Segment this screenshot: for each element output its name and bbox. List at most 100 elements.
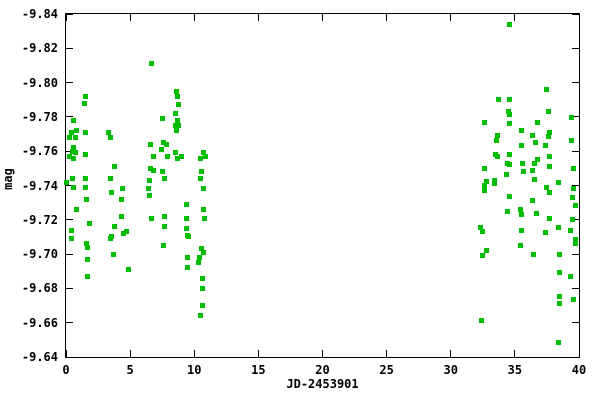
- y-tick: [66, 185, 73, 186]
- data-point: [82, 93, 88, 99]
- data-point: [573, 241, 579, 247]
- x-tick: [578, 350, 580, 357]
- y-tick-right: [572, 219, 579, 221]
- data-point: [202, 215, 207, 221]
- data-point: [84, 256, 90, 262]
- y-tick-right: [572, 322, 579, 324]
- data-point: [195, 260, 201, 266]
- data-point: [69, 227, 75, 233]
- data-point: [119, 186, 125, 192]
- data-point: [84, 196, 90, 202]
- y-tick: [66, 287, 73, 289]
- x-tick: [514, 350, 516, 357]
- data-point: [200, 150, 206, 156]
- data-point: [544, 86, 550, 92]
- data-point: [530, 251, 536, 257]
- data-point: [518, 128, 524, 134]
- y-tick-right: [572, 287, 579, 289]
- data-point: [556, 251, 562, 257]
- data-point: [507, 21, 513, 27]
- data-point: [555, 179, 561, 185]
- data-point: [199, 246, 205, 252]
- data-point: [506, 162, 512, 168]
- data-point: [568, 273, 574, 279]
- data-point: [185, 255, 191, 261]
- data-point: [107, 134, 113, 140]
- data-point: [567, 228, 573, 234]
- x-tick-top: [193, 14, 195, 21]
- data-point: [570, 195, 576, 200]
- data-point: [200, 275, 206, 281]
- x-tick-top: [514, 14, 516, 21]
- data-point: [533, 211, 539, 217]
- data-point: [159, 146, 165, 152]
- x-tick-label: 15: [251, 363, 266, 377]
- data-point: [556, 270, 562, 276]
- data-point: [172, 110, 178, 116]
- data-point: [530, 167, 536, 173]
- x-tick-top: [129, 14, 131, 21]
- y-tick-right: [572, 185, 579, 186]
- data-point: [164, 153, 170, 159]
- data-point: [160, 169, 166, 175]
- data-point: [86, 220, 92, 226]
- data-point: [570, 217, 576, 223]
- data-point: [175, 93, 181, 99]
- data-point: [518, 207, 524, 212]
- data-point: [69, 176, 75, 182]
- y-tick: [66, 322, 73, 324]
- data-point: [106, 129, 112, 135]
- data-point: [520, 160, 526, 166]
- data-point: [544, 184, 550, 190]
- data-point: [197, 155, 203, 161]
- data-point: [479, 317, 485, 323]
- data-point: [150, 167, 156, 173]
- y-tick-label: -9.64: [21, 350, 58, 364]
- data-point: [531, 176, 537, 182]
- data-point: [196, 255, 202, 261]
- data-point: [162, 176, 168, 182]
- data-point: [174, 128, 180, 134]
- data-point: [112, 224, 118, 230]
- x-tick-label: 0: [62, 363, 70, 377]
- y-tick: [66, 116, 73, 118]
- data-point: [547, 164, 552, 170]
- data-point: [481, 183, 487, 188]
- x-tick-top: [322, 14, 323, 21]
- data-point: [197, 176, 203, 182]
- plot-area: [64, 13, 580, 358]
- x-tick-label: 5: [126, 363, 134, 377]
- data-point: [570, 186, 576, 192]
- x-tick: [193, 350, 195, 357]
- data-point: [67, 134, 73, 140]
- data-point: [521, 169, 527, 175]
- data-point: [480, 253, 486, 259]
- data-point: [173, 150, 179, 156]
- data-point: [149, 215, 155, 221]
- data-point: [69, 148, 75, 154]
- data-point: [185, 234, 191, 240]
- data-point: [518, 228, 524, 234]
- data-point: [147, 141, 153, 147]
- data-point: [555, 225, 561, 231]
- data-point: [200, 303, 206, 309]
- data-point: [534, 157, 540, 163]
- data-point: [568, 138, 574, 144]
- data-point: [547, 215, 552, 221]
- y-tick: [66, 13, 73, 15]
- y-tick: [66, 47, 73, 49]
- data-point: [85, 244, 91, 250]
- data-point: [555, 339, 561, 345]
- data-point: [495, 153, 501, 159]
- x-tick: [129, 350, 131, 357]
- data-point: [494, 138, 500, 144]
- data-point: [184, 215, 190, 221]
- data-point: [67, 153, 73, 159]
- y-tick-right: [572, 150, 579, 152]
- y-tick-right: [572, 47, 579, 49]
- data-point: [125, 267, 131, 273]
- data-point: [84, 273, 90, 279]
- data-point: [73, 150, 79, 156]
- data-point: [119, 213, 125, 219]
- y-tick-right: [572, 82, 579, 84]
